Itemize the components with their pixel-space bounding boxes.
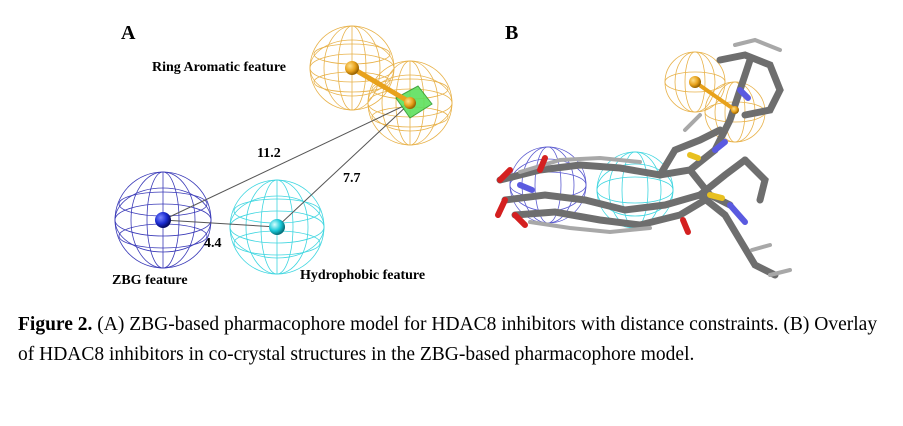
- hydrophobic-label: Hydrophobic feature: [300, 268, 426, 283]
- ring-aromatic-vector: [349, 65, 411, 104]
- panel-b-overlay: [495, 37, 792, 279]
- ring-aromatic-label: Ring Aromatic feature: [152, 60, 287, 75]
- distance-zbg-ring: 11.2: [257, 146, 281, 161]
- zbg-center: [155, 212, 171, 228]
- figure-2: A B Ring Aromatic feature ZBG feature Hy…: [112, 22, 792, 288]
- caption-label: Figure 2.: [18, 314, 93, 335]
- ring-aromatic-center-2: [404, 97, 416, 109]
- distance-hydrophobic-ring: 7.7: [343, 171, 361, 186]
- panel-a-diagram: [114, 25, 792, 279]
- panel-b-letter: B: [505, 22, 519, 44]
- ring-aromatic-center-1: [345, 61, 359, 75]
- panel-a-letter: A: [121, 22, 136, 44]
- distance-zbg-hydrophobic: 4.4: [204, 236, 222, 251]
- distance-lines: [162, 102, 411, 228]
- hydrophobic-center: [269, 219, 285, 235]
- zbg-label: ZBG feature: [112, 273, 188, 288]
- caption-text: (A) ZBG-based pharmacophore model for HD…: [18, 314, 878, 365]
- figure-caption: Figure 2. (A) ZBG-based pharmacophore mo…: [18, 310, 898, 370]
